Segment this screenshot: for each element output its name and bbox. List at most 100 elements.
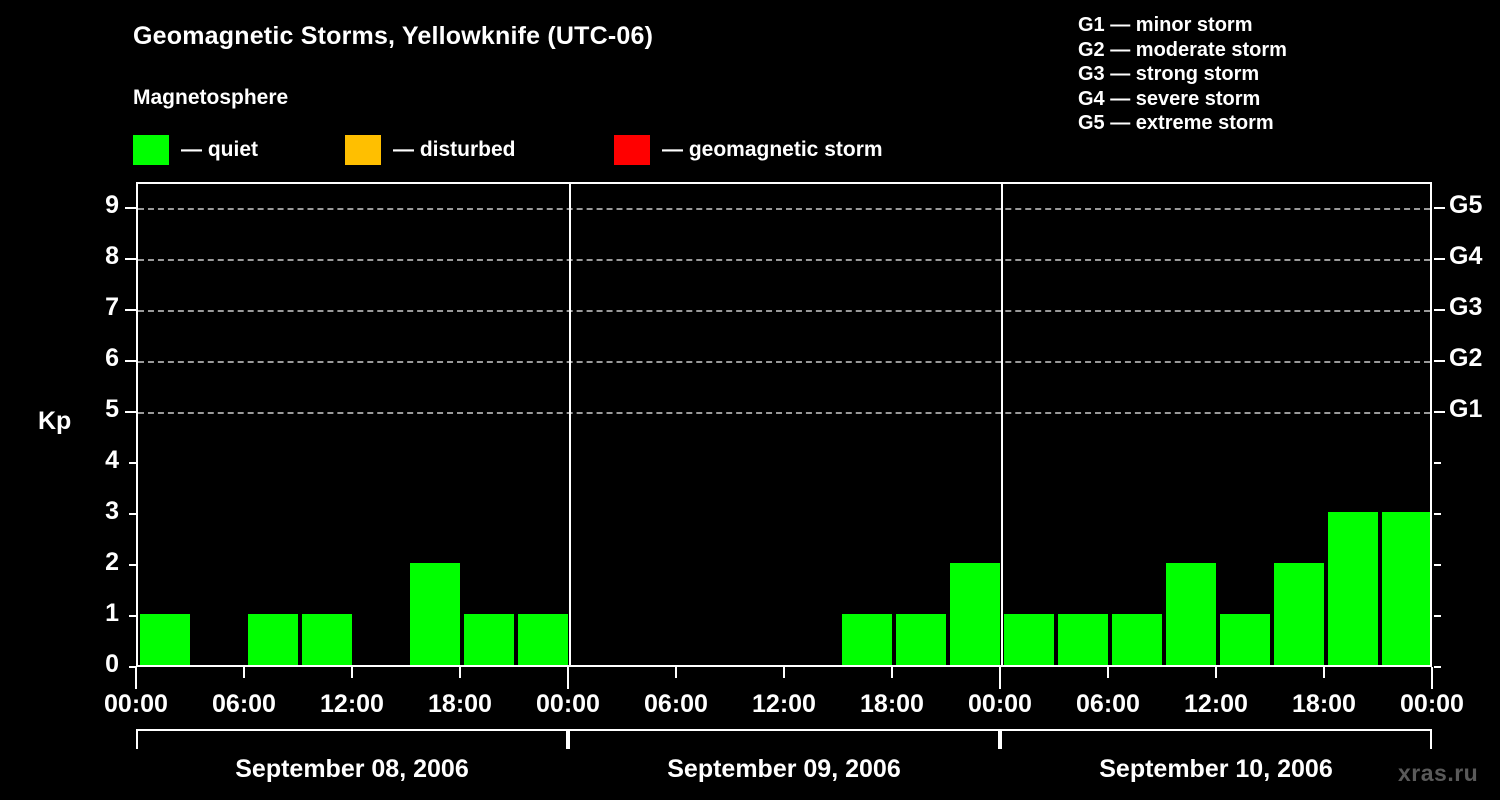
bar xyxy=(842,613,892,665)
bar xyxy=(1166,562,1216,665)
y-tick-5 xyxy=(125,410,136,413)
y-tick-0 xyxy=(129,666,136,668)
bar xyxy=(1112,613,1162,665)
bar xyxy=(1382,511,1430,665)
chart-subtitle: Magnetosphere xyxy=(133,86,289,109)
g-legend-row-2: G2 — moderate storm xyxy=(1078,38,1287,61)
g-axis-label-G1: G1 xyxy=(1449,394,1483,423)
x-tick-label-10: 12:00 xyxy=(1184,690,1248,718)
bar xyxy=(1058,613,1108,665)
x-tick-10 xyxy=(1215,667,1217,678)
x-tick-3 xyxy=(459,667,461,678)
bar xyxy=(410,562,460,665)
x-tick-label-5: 06:00 xyxy=(644,690,708,718)
g-axis-tick-kp-0 xyxy=(1434,666,1441,668)
g-axis-tick-kp-2 xyxy=(1434,563,1441,566)
x-tick-0 xyxy=(135,667,137,689)
disturbed-swatch xyxy=(345,135,381,165)
bar xyxy=(1220,613,1270,665)
y-axis-title: Kp xyxy=(38,407,72,435)
date-label-0: September 08, 2006 xyxy=(235,755,469,783)
legend-entry-2: — geomagnetic storm xyxy=(614,132,883,168)
x-tick-label-4: 00:00 xyxy=(536,690,600,718)
date-bracket-1 xyxy=(568,729,1000,749)
gridline-kp-7 xyxy=(138,309,1430,312)
y-tick-label-6: 6 xyxy=(105,343,119,372)
bar xyxy=(140,613,190,665)
g-axis-tick-kp-3 xyxy=(1434,512,1441,515)
x-tick-label-3: 18:00 xyxy=(428,690,492,718)
gridline-kp-8 xyxy=(138,258,1430,261)
bar xyxy=(950,562,1000,665)
g-axis-tick-kp-6 xyxy=(1434,359,1445,362)
bar xyxy=(464,613,514,665)
x-tick-11 xyxy=(1323,667,1325,678)
g-axis-tick-kp-1 xyxy=(1434,614,1441,617)
g-axis-tick-kp-8 xyxy=(1434,257,1445,260)
x-tick-5 xyxy=(675,667,677,678)
date-bracket-2 xyxy=(1000,729,1432,749)
watermark: xras.ru xyxy=(1398,760,1479,786)
y-tick-label-0: 0 xyxy=(105,650,119,678)
y-tick-1 xyxy=(129,614,136,617)
g-scale-legend: G1 — minor storm G2 — moderate storm G3 — … xyxy=(1078,13,1498,136)
y-tick-3 xyxy=(129,512,136,515)
day-separator-1 xyxy=(569,184,571,665)
bar xyxy=(1328,511,1378,665)
plot-inner xyxy=(138,184,1430,665)
x-tick-4 xyxy=(567,667,569,689)
legend-entry-0: — quiet xyxy=(133,132,258,168)
x-tick-9 xyxy=(1107,667,1109,678)
x-tick-12 xyxy=(1431,667,1433,689)
x-tick-label-0: 00:00 xyxy=(104,690,168,718)
y-tick-4 xyxy=(129,461,136,464)
g-axis-label-G2: G2 xyxy=(1449,343,1483,372)
x-tick-label-9: 06:00 xyxy=(1076,690,1140,718)
y-tick-label-4: 4 xyxy=(105,445,119,474)
legend-label: — disturbed xyxy=(393,138,516,161)
gridline-kp-6 xyxy=(138,360,1430,363)
g-legend-row-1: G1 — minor storm xyxy=(1078,14,1253,36)
x-tick-label-2: 12:00 xyxy=(320,690,384,718)
y-tick-label-3: 3 xyxy=(105,496,119,525)
x-tick-7 xyxy=(891,667,893,678)
bar xyxy=(302,613,352,665)
legend-label: — quiet xyxy=(181,138,258,161)
x-tick-1 xyxy=(243,667,245,678)
g-axis-tick-kp-4 xyxy=(1434,461,1441,464)
x-tick-label-6: 12:00 xyxy=(752,690,816,718)
date-label-2: September 10, 2006 xyxy=(1099,755,1333,783)
x-tick-label-8: 00:00 xyxy=(968,690,1032,718)
y-tick-2 xyxy=(129,563,136,566)
x-tick-8 xyxy=(999,667,1001,689)
g-axis-label-G3: G3 xyxy=(1449,292,1483,321)
y-tick-label-7: 7 xyxy=(105,292,119,321)
date-bracket-0 xyxy=(136,729,568,749)
y-tick-8 xyxy=(125,257,136,260)
bar xyxy=(896,613,946,665)
x-tick-label-12: 00:00 xyxy=(1400,690,1464,718)
g-legend-row-3: G3 — strong storm xyxy=(1078,63,1260,85)
g-axis-tick-kp-5 xyxy=(1434,410,1445,413)
bar xyxy=(248,613,298,665)
bar xyxy=(1004,613,1054,665)
g-axis-tick-kp-9 xyxy=(1434,206,1445,209)
g-axis-label-G4: G4 xyxy=(1449,241,1483,270)
x-tick-label-7: 18:00 xyxy=(860,690,924,718)
day-separator-2 xyxy=(1001,184,1003,665)
y-tick-7 xyxy=(125,308,136,311)
y-tick-label-1: 1 xyxy=(105,598,119,627)
gridline-kp-9 xyxy=(138,207,1430,210)
x-tick-label-11: 18:00 xyxy=(1292,690,1356,718)
page-title: Geomagnetic Storms, Yellowknife (UTC-06) xyxy=(133,22,654,50)
g-legend-row-4: G4 — severe storm xyxy=(1078,87,1261,110)
x-tick-label-1: 06:00 xyxy=(212,690,276,718)
y-tick-label-9: 9 xyxy=(105,190,119,219)
x-tick-2 xyxy=(351,667,353,678)
gridline-kp-5 xyxy=(138,411,1430,414)
quiet-swatch xyxy=(133,135,169,165)
bar xyxy=(518,613,568,665)
g-axis-tick-kp-7 xyxy=(1434,308,1445,311)
bar xyxy=(1274,562,1324,665)
g-legend-row-5: G5 — extreme storm xyxy=(1078,112,1274,134)
